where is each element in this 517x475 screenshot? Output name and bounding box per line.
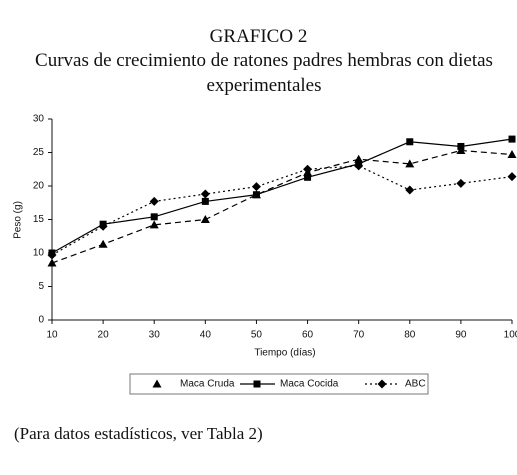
marker: [251, 182, 261, 192]
marker: [354, 161, 364, 171]
marker: [47, 258, 57, 267]
marker: [47, 250, 57, 260]
marker: [456, 178, 466, 188]
marker: [507, 150, 517, 159]
x-tick-label: 70: [353, 330, 365, 341]
y-tick-label: 30: [33, 114, 45, 125]
marker: [405, 185, 415, 195]
marker: [252, 191, 260, 199]
x-tick-label: 10: [46, 330, 58, 341]
chart-title: GRAFICO 2: [209, 26, 308, 47]
marker: [98, 239, 108, 248]
legend-label: ABC: [405, 379, 426, 390]
y-tick-label: 10: [33, 248, 45, 259]
chart-subtitle: Curvas de crecimiento de ratones padres …: [35, 50, 493, 96]
marker: [405, 159, 415, 168]
y-tick-label: 15: [33, 214, 45, 225]
x-tick-label: 90: [455, 330, 467, 341]
chart: Tiempo (días) Peso (g) 0 5 10 15 20 25 30 10 20 3…: [13, 114, 517, 395]
marker: [200, 215, 210, 223]
legend-box: [129, 373, 429, 395]
series-line: [51, 165, 513, 256]
marker: [304, 173, 312, 181]
marker: [253, 380, 261, 388]
marker: [507, 172, 517, 182]
caption: (Para datos estadísticos, ver Tabla 2): [14, 424, 263, 443]
y-tick-label: 5: [38, 281, 44, 292]
series-line: [51, 149, 513, 264]
x-tick-label: 20: [98, 330, 110, 341]
marker: [456, 145, 466, 154]
x-tick-label: 80: [404, 330, 416, 341]
marker: [149, 196, 159, 206]
marker: [150, 213, 158, 221]
marker: [508, 135, 516, 143]
x-tick-label: 30: [149, 330, 161, 341]
x-tick-label: 40: [200, 330, 212, 341]
marker: [98, 221, 108, 231]
y-tick-label: 0: [38, 315, 44, 326]
y-axis-label: Peso (g): [13, 201, 24, 239]
x-tick-label: 60: [302, 330, 314, 341]
marker: [406, 138, 414, 146]
series-line: [51, 138, 513, 254]
marker: [200, 189, 210, 199]
marker: [149, 220, 159, 229]
y-tick-label: 20: [33, 181, 45, 192]
legend-label: Maca Cocida: [280, 379, 339, 390]
x-tick-label: 50: [251, 330, 263, 341]
x-tick-label: 100: [504, 330, 517, 341]
marker: [201, 197, 209, 205]
marker: [303, 164, 313, 174]
y-tick-label: 25: [33, 147, 45, 158]
marker: [377, 379, 387, 389]
x-axis-label: Tiempo (días): [254, 348, 315, 359]
marker: [457, 142, 465, 150]
marker: [152, 379, 162, 388]
legend-label: Maca Cruda: [180, 379, 235, 390]
